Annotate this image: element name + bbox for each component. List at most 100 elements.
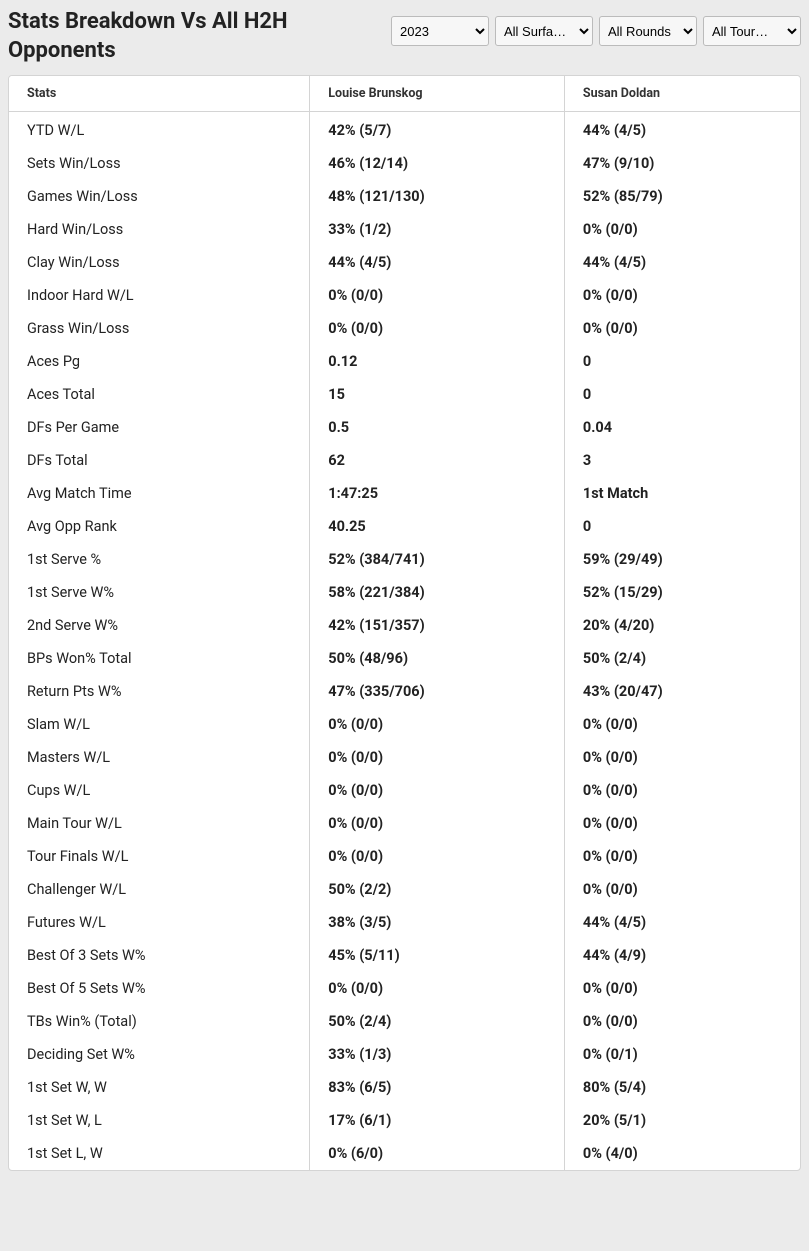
stat-value-player1: 0% (0/0) [310,840,565,873]
stat-value-player2: 0.04 [564,411,800,444]
stats-table-container: Stats Louise Brunskog Susan Doldan YTD W… [8,75,801,1171]
table-row: Indoor Hard W/L0% (0/0)0% (0/0) [9,279,800,312]
stat-value-player1: 58% (221/384) [310,576,565,609]
stat-label: Sets Win/Loss [9,147,310,180]
col-header-player1: Louise Brunskog [310,76,565,112]
stat-value-player2: 50% (2/4) [564,642,800,675]
stat-label: Slam W/L [9,708,310,741]
stat-value-player2: 0% (0/0) [564,213,800,246]
stat-value-player1: 15 [310,378,565,411]
table-row: BPs Won% Total50% (48/96)50% (2/4) [9,642,800,675]
round-select[interactable]: All Rounds [599,16,697,46]
table-row: Slam W/L0% (0/0)0% (0/0) [9,708,800,741]
stat-label: Masters W/L [9,741,310,774]
stat-value-player2: 20% (4/20) [564,609,800,642]
stat-label: Games Win/Loss [9,180,310,213]
stat-value-player1: 33% (1/3) [310,1038,565,1071]
stat-value-player2: 44% (4/5) [564,906,800,939]
stat-label: YTD W/L [9,112,310,148]
table-row: Grass Win/Loss0% (0/0)0% (0/0) [9,312,800,345]
stat-label: BPs Won% Total [9,642,310,675]
col-header-player2: Susan Doldan [564,76,800,112]
stat-value-player1: 0% (0/0) [310,972,565,1005]
stat-label: Avg Match Time [9,477,310,510]
table-row: DFs Per Game0.50.04 [9,411,800,444]
table-row: 1st Set W, W83% (6/5)80% (5/4) [9,1071,800,1104]
stat-value-player2: 0% (4/0) [564,1137,800,1170]
stat-value-player2: 44% (4/5) [564,112,800,148]
stat-label: Grass Win/Loss [9,312,310,345]
table-row: Sets Win/Loss46% (12/14)47% (9/10) [9,147,800,180]
table-row: 1st Serve W%58% (221/384)52% (15/29) [9,576,800,609]
table-row: Deciding Set W%33% (1/3)0% (0/1) [9,1038,800,1071]
table-row: Cups W/L0% (0/0)0% (0/0) [9,774,800,807]
stat-value-player1: 62 [310,444,565,477]
stat-value-player1: 48% (121/130) [310,180,565,213]
stat-value-player1: 0.5 [310,411,565,444]
table-row: Aces Total150 [9,378,800,411]
filter-bar: 2023 All Surfa… All Rounds All Tour… [391,8,801,46]
year-select[interactable]: 2023 [391,16,489,46]
table-row: Tour Finals W/L0% (0/0)0% (0/0) [9,840,800,873]
stat-value-player1: 47% (335/706) [310,675,565,708]
stat-value-player2: 47% (9/10) [564,147,800,180]
stat-value-player1: 50% (48/96) [310,642,565,675]
table-row: Masters W/L0% (0/0)0% (0/0) [9,741,800,774]
stat-label: DFs Per Game [9,411,310,444]
stat-label: Tour Finals W/L [9,840,310,873]
tour-select[interactable]: All Tour… [703,16,801,46]
stat-value-player2: 0 [564,510,800,543]
table-row: Challenger W/L50% (2/2)0% (0/0) [9,873,800,906]
stat-label: Hard Win/Loss [9,213,310,246]
stat-label: Indoor Hard W/L [9,279,310,312]
stat-label: 1st Set W, W [9,1071,310,1104]
stat-label: Best Of 3 Sets W% [9,939,310,972]
stat-value-player2: 0% (0/0) [564,840,800,873]
table-row: YTD W/L42% (5/7)44% (4/5) [9,112,800,148]
stat-value-player1: 0.12 [310,345,565,378]
table-header-row: Stats Louise Brunskog Susan Doldan [9,76,800,112]
stat-value-player2: 1st Match [564,477,800,510]
stat-label: TBs Win% (Total) [9,1005,310,1038]
table-row: Best Of 3 Sets W%45% (5/11)44% (4/9) [9,939,800,972]
stat-value-player2: 0% (0/0) [564,774,800,807]
stat-label: 2nd Serve W% [9,609,310,642]
stat-value-player2: 52% (15/29) [564,576,800,609]
stat-value-player2: 0% (0/0) [564,312,800,345]
stat-value-player2: 80% (5/4) [564,1071,800,1104]
stat-value-player1: 50% (2/2) [310,873,565,906]
stat-label: Clay Win/Loss [9,246,310,279]
stat-label: 1st Set W, L [9,1104,310,1137]
table-row: Clay Win/Loss44% (4/5)44% (4/5) [9,246,800,279]
stat-value-player2: 0% (0/0) [564,708,800,741]
stat-value-player1: 0% (0/0) [310,312,565,345]
stat-value-player2: 43% (20/47) [564,675,800,708]
surface-select[interactable]: All Surfa… [495,16,593,46]
stat-value-player2: 0% (0/0) [564,741,800,774]
table-row: Return Pts W%47% (335/706)43% (20/47) [9,675,800,708]
table-row: Best Of 5 Sets W%0% (0/0)0% (0/0) [9,972,800,1005]
stat-value-player1: 0% (0/0) [310,741,565,774]
stat-value-player1: 17% (6/1) [310,1104,565,1137]
stat-value-player2: 0% (0/0) [564,972,800,1005]
stat-value-player1: 50% (2/4) [310,1005,565,1038]
stat-value-player1: 33% (1/2) [310,213,565,246]
stat-value-player2: 0% (0/1) [564,1038,800,1071]
stat-label: DFs Total [9,444,310,477]
table-row: Avg Match Time1:47:251st Match [9,477,800,510]
stat-label: Challenger W/L [9,873,310,906]
table-row: Games Win/Loss48% (121/130)52% (85/79) [9,180,800,213]
stat-value-player2: 0% (0/0) [564,807,800,840]
table-row: Hard Win/Loss33% (1/2)0% (0/0) [9,213,800,246]
stat-value-player2: 59% (29/49) [564,543,800,576]
stat-label: Cups W/L [9,774,310,807]
page-title: Stats Breakdown Vs All H2H Opponents [8,8,378,65]
stat-value-player1: 0% (6/0) [310,1137,565,1170]
stat-value-player1: 42% (5/7) [310,112,565,148]
stat-value-player1: 40.25 [310,510,565,543]
stat-label: Best Of 5 Sets W% [9,972,310,1005]
table-row: 1st Serve %52% (384/741)59% (29/49) [9,543,800,576]
stat-value-player2: 0 [564,378,800,411]
stat-value-player2: 0 [564,345,800,378]
stat-label: 1st Set L, W [9,1137,310,1170]
